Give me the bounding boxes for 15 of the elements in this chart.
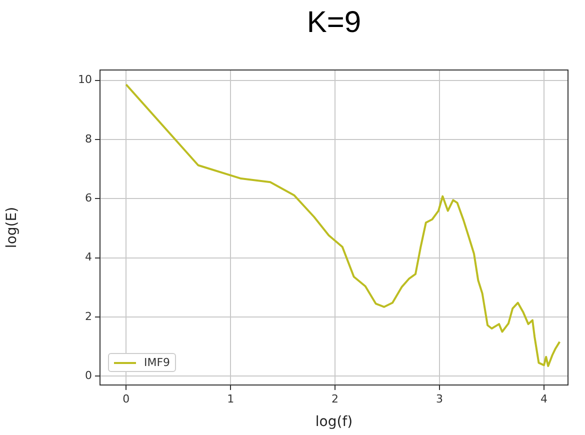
- chart-title: K=9: [306, 6, 362, 40]
- y-tick-label: 10: [78, 73, 92, 86]
- legend-label: IMF9: [144, 356, 170, 369]
- x-tick-label: 2: [332, 392, 339, 406]
- y-tick-label: 4: [85, 250, 92, 264]
- y-tick-label: 2: [85, 310, 92, 323]
- x-tick-label: 0: [122, 392, 130, 406]
- y-tick-label: 0: [85, 368, 92, 382]
- x-tick-label: 3: [436, 392, 444, 406]
- y-tick-label: 6: [85, 192, 92, 205]
- y-tick-label: 8: [85, 132, 92, 146]
- x-tick-label: 4: [540, 392, 548, 406]
- x-axis-title: log(f): [315, 414, 353, 430]
- y-axis-title: log(E): [4, 206, 20, 248]
- x-tick-label: 1: [227, 392, 234, 406]
